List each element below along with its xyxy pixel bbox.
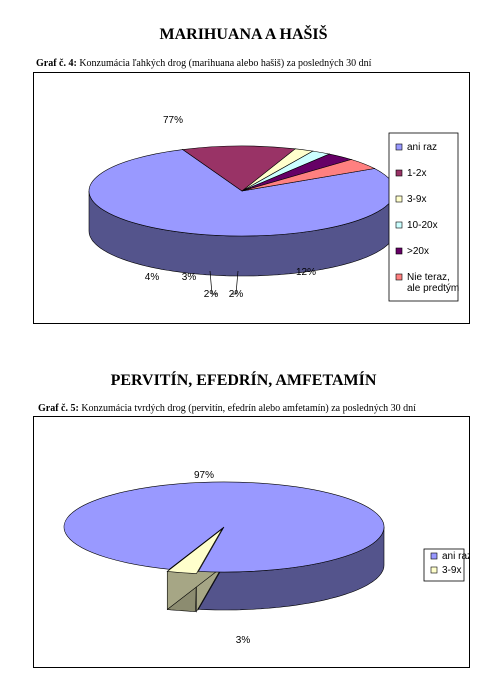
chart-caption-2: Graf č. 5: Konzumácia tvrdých drog (perv… [38,403,416,414]
legend-swatch-nie-teraz-ale-predt-m [395,273,403,281]
legend-label-ani-raz: ani raz [442,551,469,562]
legend-label-ani-raz: ani raz [407,142,437,153]
caption-label: Graf č. 5: [38,403,79,414]
chart-container-2: 97% 3% ani raz 3-9x [33,416,470,668]
section-heading-1: MARIHUANA A HAŠIŠ [159,26,328,43]
pie-chart-hard-drugs: 97% 3% ani raz 3-9x [63,470,469,646]
pie-slice-ani-raz [63,481,385,573]
legend-label-nie-teraz-ale-predt-m: Nie teraz, ale predtým [407,272,459,294]
legend-label-line: Nie teraz, [407,272,450,283]
legend-label-10-20x: 10-20x [407,220,438,231]
legend-label-20x: >20x [407,246,429,257]
legend-label-3-9x: 3-9x [442,565,461,576]
pie-slice-1-2x [181,145,297,192]
pie-chart-light-drugs: 77% 12% 2% 2% 3% 4% ani raz 1-2x 3-9x 10-20x >20x N… [88,115,459,302]
legend-swatch-1-2x [395,169,403,177]
data-label-ani-raz: 77% [163,115,183,126]
pie-slice-3-9x [166,528,223,574]
caption-label: Graf č. 4: [36,58,77,69]
legend-swatch-ani-raz [430,552,438,560]
legend-swatch-ani-raz [395,143,403,151]
data-label-20x: 3% [182,272,197,283]
chart-container-1: 77% 12% 2% 2% 3% 4% ani raz 1-2x 3-9x 10-20x >20x N… [33,72,470,324]
legend-box [423,548,465,582]
leader-line-3-9x [231,270,239,295]
legend-swatch-3-9x [430,566,438,574]
legend-swatch-20x [395,247,403,255]
legend-box [388,132,459,302]
data-label-10-20x: 2% [204,289,219,300]
data-label-ani-raz: 97% [194,470,214,481]
legend-label-3-9x: 3-9x [407,194,426,205]
leader-line-10-20x [209,270,217,295]
caption-text: Konzumácia tvrdých drog (pervitín, efedr… [78,403,416,414]
legend-label-1-2x: 1-2x [407,168,426,179]
data-label-3-9x: 3% [236,635,251,646]
caption-text: Konzumácia ľahkých drog (marihuana alebo… [76,58,372,69]
pie-slice-nie-teraz-ale-predt-m [241,159,376,192]
data-label-1-2x: 12% [296,267,316,278]
legend-label-line: ale predtým [407,283,459,294]
data-label-nie-teraz-ale-predt-m: 4% [145,272,160,283]
legend-swatch-10-20x [395,221,403,229]
chart-caption-1: Graf č. 4: Konzumácia ľahkých drog (mari… [36,58,371,69]
legend-swatch-3-9x [395,195,403,203]
data-label-3-9x: 2% [229,289,244,300]
section-heading-2: PERVITÍN, EFEDRÍN, AMFETAMÍN [110,372,377,389]
